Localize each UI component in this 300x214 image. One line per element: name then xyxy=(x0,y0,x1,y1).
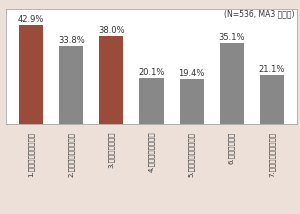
Text: 20.1%: 20.1% xyxy=(138,67,165,77)
Text: 35.1%: 35.1% xyxy=(218,33,245,42)
Bar xyxy=(19,25,43,124)
Bar xyxy=(180,79,204,124)
Bar xyxy=(99,36,123,124)
Text: 33.8%: 33.8% xyxy=(58,36,85,45)
Bar xyxy=(59,46,83,124)
Text: 21.1%: 21.1% xyxy=(259,65,285,74)
Bar xyxy=(140,78,164,124)
Text: 19.4%: 19.4% xyxy=(178,69,205,78)
Text: (N=536, MA3 つまで): (N=536, MA3 つまで) xyxy=(224,10,294,19)
Bar xyxy=(220,43,244,124)
Text: 42.9%: 42.9% xyxy=(18,15,44,24)
Bar xyxy=(260,75,284,124)
Text: 38.0%: 38.0% xyxy=(98,26,125,35)
